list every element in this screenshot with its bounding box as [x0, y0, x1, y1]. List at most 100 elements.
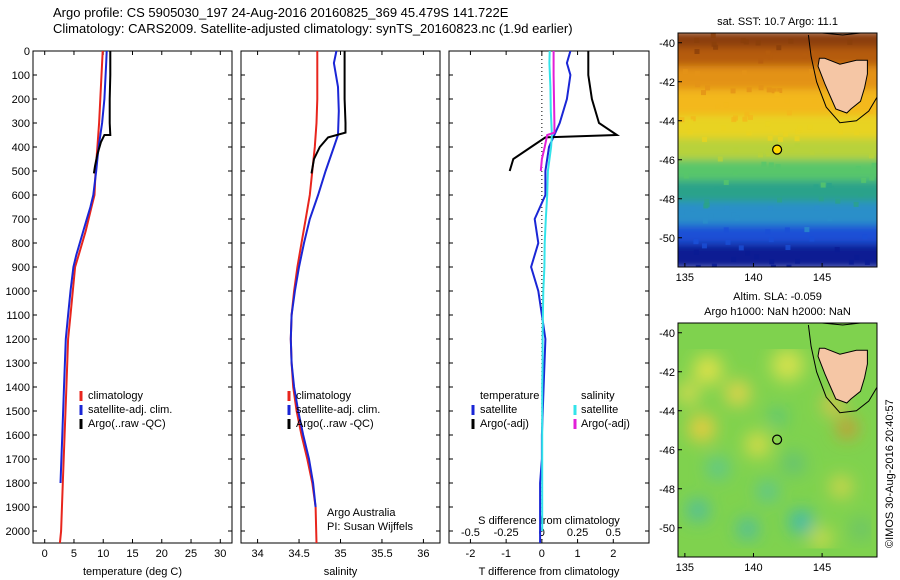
sst-pixel [723, 179, 729, 185]
sst-pixel [725, 239, 731, 245]
sst-pixel [713, 44, 719, 50]
map-sst_map: 135 140 145 -40 -42 -44 -46 -48 -50 sat. SST: 10.… [659, 16, 878, 284]
sla-anomaly [693, 355, 722, 384]
sst-pixel [837, 129, 843, 135]
sst-pixel [765, 50, 771, 56]
plot-frame [240, 50, 441, 544]
y-tick-label: 400 [12, 142, 30, 154]
map-frame [677, 322, 878, 558]
argo-marker [772, 434, 783, 445]
sst-pixel [773, 130, 779, 136]
sst-pixel [769, 259, 775, 265]
map-y-tick-label: -42 [659, 367, 675, 379]
y-tick-label: 300 [12, 118, 30, 130]
sst-pixel [862, 234, 868, 240]
x-tick-label: 30 [214, 548, 226, 560]
sst-pixel [746, 87, 752, 93]
sst-pixel [784, 227, 790, 233]
sst-pixel [754, 254, 760, 260]
sst-pixel [802, 53, 808, 59]
y-tick-label: 600 [12, 190, 30, 202]
sst-pixel [758, 58, 764, 64]
coastline [797, 323, 877, 326]
map-x-tick-label: 135 [676, 272, 694, 284]
map-x-tick-label: 135 [676, 562, 694, 574]
map-x-tick-label: 140 [744, 272, 762, 284]
sst-pixel [768, 237, 774, 243]
map-x-tick-label: 145 [813, 272, 831, 284]
series-s_satellite [541, 50, 553, 531]
sst-pixel [871, 162, 877, 168]
map-y-tick-label: -48 [659, 194, 675, 206]
map-y-tick-label: -44 [659, 116, 675, 128]
sst-pixel [693, 239, 699, 245]
sst-pixel [765, 229, 771, 235]
plot-frame [32, 50, 233, 544]
coastline [797, 33, 877, 36]
sst-pixel [854, 254, 860, 260]
sst-pixel [814, 205, 820, 211]
sla-anomaly [790, 510, 813, 533]
sst-pixel [746, 130, 752, 136]
map-y-tick-label: -46 [659, 445, 675, 457]
sla-anomaly [838, 419, 857, 438]
sla-anomaly [771, 349, 804, 382]
sst-pixel [827, 216, 833, 222]
sla-anomaly [688, 415, 715, 442]
y-tick-label: 1100 [6, 310, 30, 322]
sst-pixel [868, 153, 874, 159]
sst-pixel [708, 213, 714, 219]
legend-label: Argo(-adj) [581, 418, 630, 430]
panel-salinity: 34 34.5 35 35.5 36 salinity climatology satelli… [240, 50, 441, 578]
sst-pixel [765, 121, 771, 127]
y-tick-label: 1800 [6, 478, 30, 490]
sst-pixel [847, 39, 853, 45]
sst-pixel [694, 49, 700, 55]
sst-pixel [733, 147, 739, 153]
map-y-tick-label: -50 [659, 523, 675, 535]
x-tick-label: 36 [417, 548, 429, 560]
sst-pixel [777, 88, 783, 94]
x-tick-label: 5 [71, 548, 77, 560]
sst-pixel [797, 125, 803, 131]
legend-label: climatology [296, 390, 352, 402]
panel-differences: -2 -1 0 1 2 T difference from climatology -0.5… [448, 50, 650, 578]
shelf-contour [807, 34, 877, 124]
panel-temperature: 0 5 10 15 20 25 30 temperature (deg C) 0 100 200 30… [6, 46, 233, 578]
sst-band [678, 33, 877, 52]
y-tick-label: 700 [12, 214, 30, 226]
sst-pixel [823, 148, 829, 154]
x-tick-label: 25 [185, 548, 197, 560]
sst-pixel [720, 125, 726, 131]
argo-marker [772, 144, 783, 155]
x-tick-label: 34.5 [288, 548, 309, 560]
sst-pixel [755, 40, 761, 46]
series-satellite [289, 50, 340, 508]
series-climatology [58, 50, 104, 544]
x-tick-label: 1 [575, 548, 581, 560]
sst-pixel [741, 70, 747, 76]
y-tick-label: 100 [12, 70, 30, 82]
sla-anomaly [725, 381, 750, 406]
sst-pixel [710, 33, 716, 39]
sst-pixel [826, 182, 832, 188]
sst-pixel [683, 173, 689, 179]
x-tick-label: 20 [156, 548, 168, 560]
sst-pixel [745, 250, 751, 256]
x-tick-label: 15 [126, 548, 138, 560]
sst-pixel [765, 149, 771, 155]
sst-pixel [813, 184, 819, 190]
series-argo [508, 51, 621, 172]
sst-pixel [771, 88, 777, 94]
sst-pixel [738, 245, 744, 251]
y-tick-label: 1700 [6, 454, 30, 466]
sst-pixel [702, 136, 708, 142]
sst-pixel [747, 114, 753, 120]
sst-pixel [758, 152, 764, 158]
map-y-tick-label: -44 [659, 406, 675, 418]
sst-pixel [868, 109, 874, 115]
sst-pixel [795, 258, 801, 264]
sst-pixel [788, 38, 794, 44]
sst-pixel [702, 218, 708, 224]
